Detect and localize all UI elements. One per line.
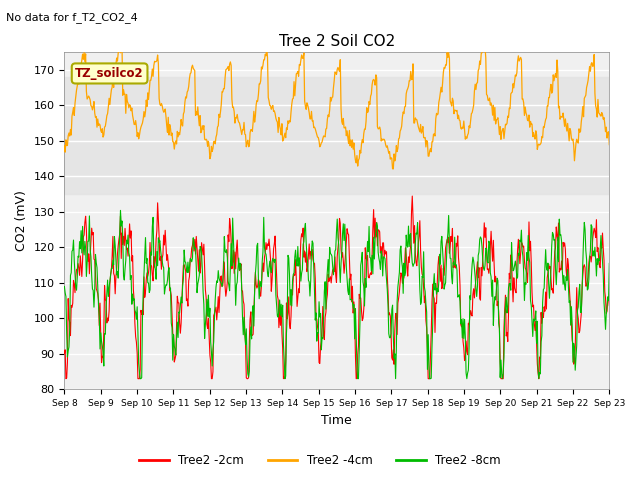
Legend: Tree2 -2cm, Tree2 -4cm, Tree2 -8cm: Tree2 -2cm, Tree2 -4cm, Tree2 -8cm [134,449,506,472]
Bar [65,77,609,194]
Text: No data for f_T2_CO2_4: No data for f_T2_CO2_4 [6,12,138,23]
Text: TZ_soilco2: TZ_soilco2 [76,67,144,80]
X-axis label: Time: Time [321,414,352,427]
Title: Tree 2 Soil CO2: Tree 2 Soil CO2 [279,34,395,49]
Y-axis label: CO2 (mV): CO2 (mV) [15,190,28,251]
